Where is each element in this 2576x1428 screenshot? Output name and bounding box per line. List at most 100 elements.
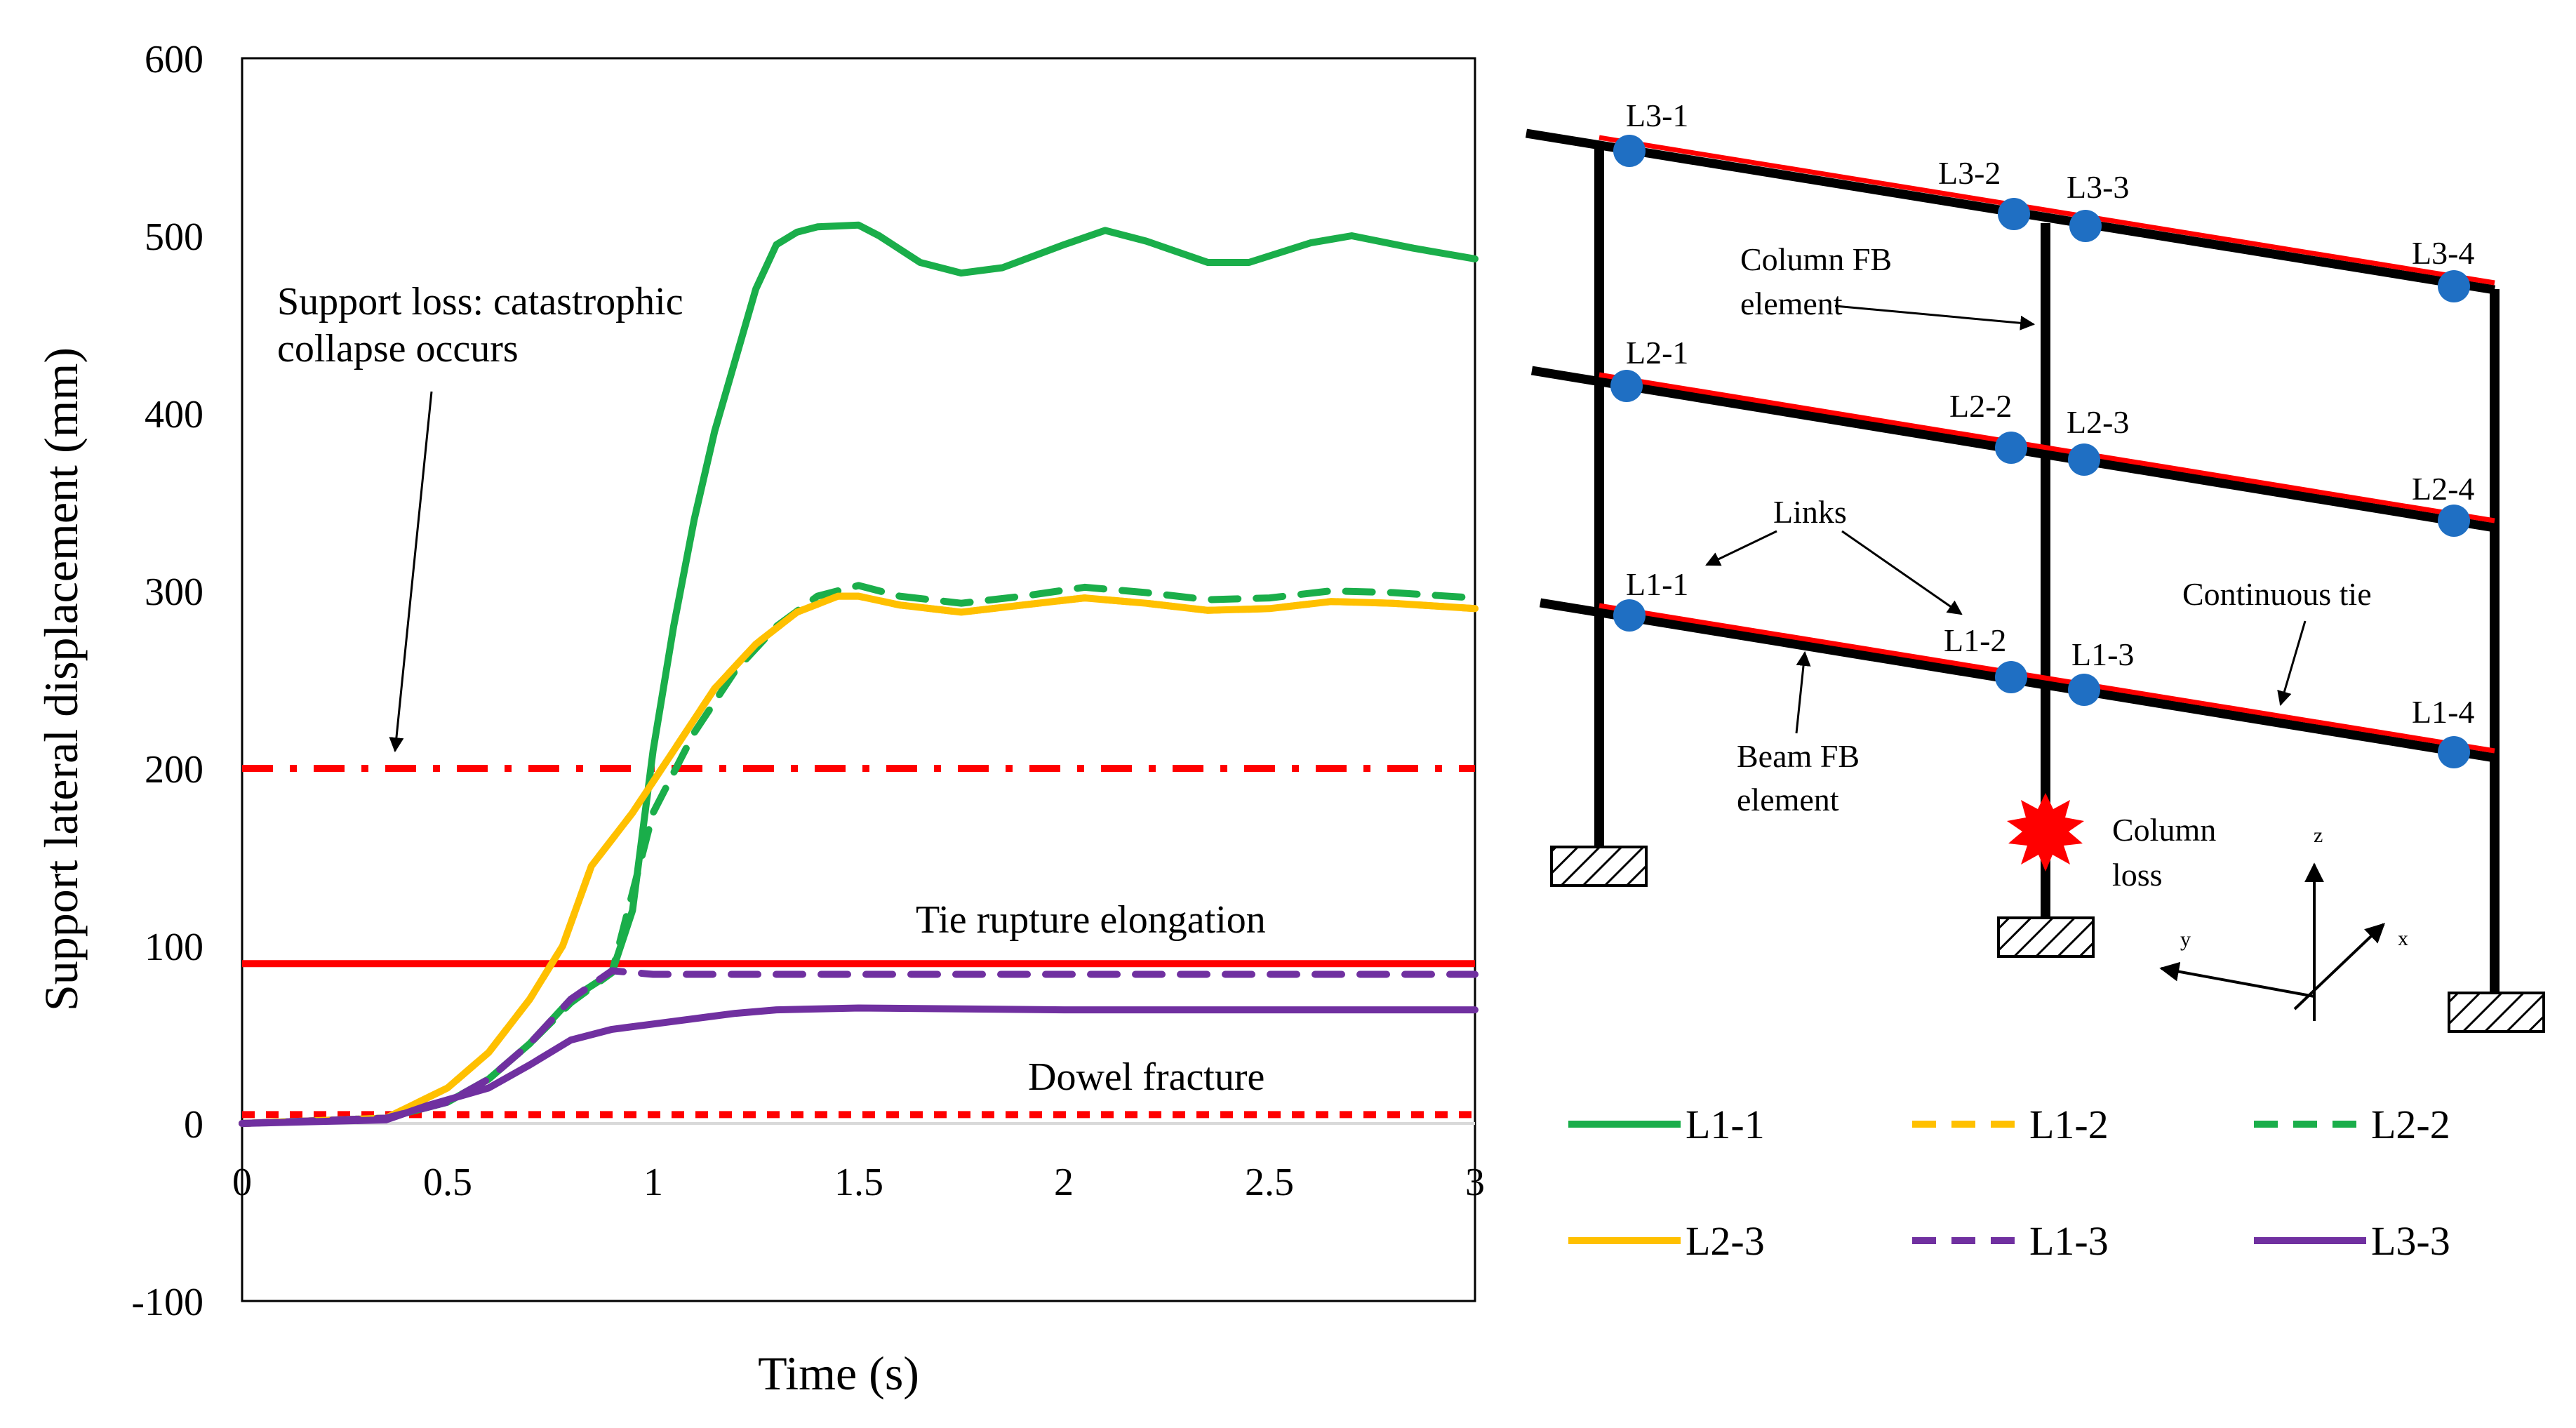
- continuous-tie-label: Continuous tie: [2182, 576, 2372, 612]
- legend-label: L1-3: [2029, 1218, 2109, 1264]
- legend-item-l2-3: L2-3: [1568, 1218, 1765, 1264]
- support-loss-text-line-2: collapse occurs: [277, 327, 519, 371]
- link-nodes: [1610, 135, 2470, 768]
- link-node-l2-3: [2068, 443, 2100, 476]
- tie-level-1: [1599, 603, 2495, 754]
- y-axis-ticks: 600 500 400 300 200 100 0 -100: [131, 38, 203, 1324]
- link-node-l1-3: [2068, 674, 2100, 706]
- column-loss-label-line-1: Column: [2112, 812, 2216, 848]
- link-node-l1-1: [1613, 599, 1646, 632]
- fixed-support-right: [2448, 992, 2545, 1033]
- series-line-l2-2: [239, 582, 1479, 1127]
- links-arrow-right: [1841, 530, 1963, 615]
- link-label-l1-2: L1-2: [1944, 622, 2006, 658]
- link-node-l2-2: [1995, 432, 2027, 464]
- x-tick-label: 2.5: [1245, 1161, 1294, 1204]
- beam-fb-label-line-2: element: [1737, 782, 1839, 818]
- link-label-l3-1: L3-1: [1626, 98, 1688, 133]
- plot-area-frame: [241, 57, 1476, 1302]
- link-node-l3-3: [2069, 210, 2102, 242]
- link-node-l1-4: [2438, 736, 2470, 768]
- link-node-l3-1: [1613, 135, 1646, 167]
- link-label-l2-2: L2-2: [1949, 388, 2012, 424]
- tie-level-2: [1599, 372, 2495, 523]
- y-tick-label: 600: [145, 38, 203, 81]
- legend-item-l1-1: L1-1: [1568, 1102, 1765, 1147]
- reference-lines: [242, 765, 1475, 1125]
- link-label-l3-2: L3-2: [1938, 155, 2001, 191]
- link-node-l3-4: [2438, 270, 2470, 302]
- x-tick-label: 3: [1465, 1161, 1485, 1204]
- column-loss-label-line-2: loss: [2112, 857, 2163, 893]
- legend: L1-1 L1-2 L2-2 L2-3 L1-3 L3-3: [1568, 1102, 2450, 1264]
- links-label: Links: [1773, 494, 1847, 530]
- y-tick-label: 400: [145, 393, 203, 436]
- link-node-l2-4: [2438, 505, 2470, 537]
- fixed-support-middle: [1997, 916, 2095, 958]
- coordinate-axes-icon: z y x: [2159, 824, 2408, 1021]
- link-node-l3-2: [1998, 198, 2030, 230]
- y-tick-label: 500: [145, 215, 203, 259]
- y-tick-label: 100: [145, 926, 203, 969]
- beam-fb-label-line-1: Beam FB: [1737, 738, 1860, 774]
- column-loss-burst-icon: [2007, 793, 2084, 872]
- y-axis: [2159, 961, 2315, 998]
- x-axis-ticks: 0 0.5 1 1.5 2 2.5 3: [232, 1161, 1485, 1204]
- tie-rupture-label: Tie rupture elongation: [916, 898, 1266, 942]
- dowel-fracture-label: Dowel fracture: [1028, 1055, 1264, 1099]
- support-loss-annotation: Support loss: catastrophic collapse occu…: [277, 280, 683, 753]
- frame-schematic: L3-1 L3-2 L3-3 L3-4 L2-1 L2-2 L2-3 L2-4 …: [1525, 98, 2545, 1033]
- links-arrow-left: [1705, 530, 1777, 566]
- link-label-l3-3: L3-3: [2067, 169, 2129, 205]
- series-lines: [239, 221, 1479, 1127]
- x-tick-label: 1: [643, 1161, 663, 1204]
- support-loss-arrow: [389, 391, 433, 753]
- series-line-l1-2: [239, 592, 1479, 1127]
- x-tick-label: 2: [1054, 1161, 1074, 1204]
- legend-item-l2-2: L2-2: [2254, 1102, 2450, 1147]
- x-axis-label-schematic: x: [2398, 927, 2408, 950]
- link-label-l1-1: L1-1: [1626, 566, 1688, 602]
- x-axis: [2293, 923, 2386, 1010]
- series-line-l3-3: [239, 1004, 1479, 1127]
- column-fb-label-line-2: element: [1740, 286, 1843, 321]
- legend-item-l3-3: L3-3: [2254, 1218, 2450, 1264]
- y-tick-label: 0: [184, 1103, 203, 1147]
- legend-label: L1-1: [1686, 1102, 1765, 1147]
- z-axis-label: z: [2314, 824, 2323, 847]
- legend-item-l1-2: L1-2: [1912, 1102, 2109, 1147]
- link-node-l1-2: [1995, 661, 2027, 693]
- legend-label: L2-3: [1686, 1218, 1765, 1264]
- support-loss-text-line-1: Support loss: catastrophic: [277, 280, 683, 323]
- legend-label: L1-2: [2029, 1102, 2109, 1147]
- fixed-support-left: [1550, 846, 1648, 887]
- link-label-l3-4: L3-4: [2412, 235, 2474, 271]
- link-label-l2-1: L2-1: [1626, 335, 1688, 371]
- y-tick-label: -100: [131, 1281, 203, 1324]
- column-fb-label-line-1: Column FB: [1740, 241, 1892, 277]
- line-chart: 600 500 400 300 200 100 0 -100 0 0.5 1 1…: [34, 38, 1485, 1400]
- link-labels: L3-1 L3-2 L3-3 L3-4 L2-1 L2-2 L2-3 L2-4 …: [1626, 98, 2474, 730]
- tie-level-3: [1599, 135, 2495, 286]
- link-label-l1-3: L1-3: [2071, 636, 2134, 672]
- y-axis-label-schematic: y: [2180, 928, 2191, 951]
- link-label-l2-4: L2-4: [2412, 471, 2474, 507]
- x-tick-label: 1.5: [834, 1161, 883, 1204]
- legend-item-l1-3: L1-3: [1912, 1218, 2109, 1264]
- legend-label: L3-3: [2371, 1218, 2450, 1264]
- series-line-l2-3: [239, 592, 1479, 1127]
- x-tick-label: 0: [232, 1161, 252, 1204]
- x-tick-label: 0.5: [423, 1161, 472, 1204]
- y-tick-label: 200: [145, 748, 203, 792]
- column-fb-arrow: [1834, 305, 2036, 331]
- x-axis-label: Time (s): [758, 1347, 919, 1400]
- y-tick-label: 300: [145, 570, 203, 614]
- y-axis-label: Support lateral displacement (mm): [34, 347, 88, 1011]
- continuous-tie-arrow: [2277, 620, 2307, 707]
- link-label-l2-3: L2-3: [2067, 404, 2129, 440]
- link-label-l1-4: L1-4: [2412, 694, 2474, 730]
- beam-fb-arrow: [1795, 650, 1811, 734]
- legend-label: L2-2: [2371, 1102, 2450, 1147]
- link-node-l2-1: [1610, 370, 1643, 402]
